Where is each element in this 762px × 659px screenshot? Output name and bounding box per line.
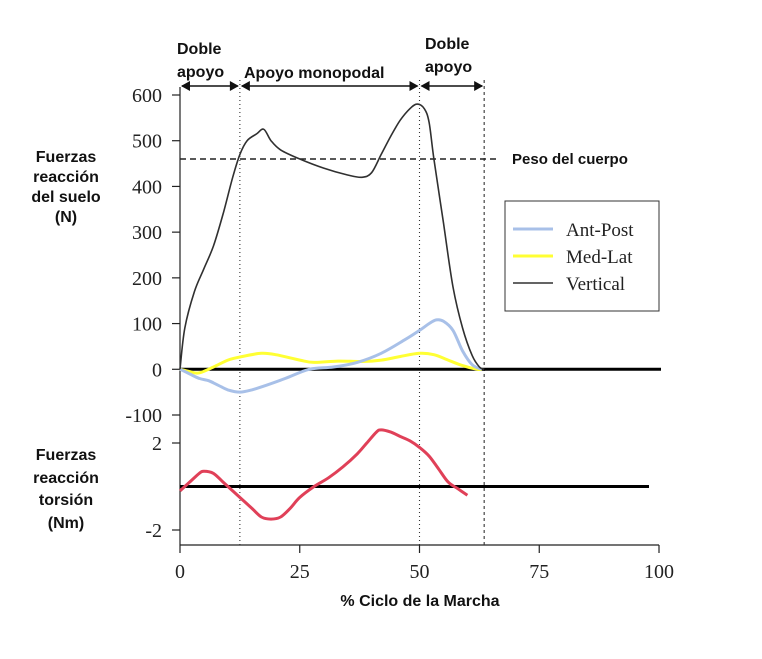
upper-ylabel-line4: (N) (55, 209, 77, 226)
phase-label-doble-apoyo-2-line2: apoyo (425, 59, 472, 76)
phase-arrowhead-left-2 (420, 81, 430, 91)
series-vertical-line (179, 103, 485, 371)
series-med-lat-line (179, 351, 482, 375)
upper-ylabel-line2: reacción (33, 169, 99, 186)
phase-label-doble-apoyo-1-line1: Doble (177, 41, 222, 58)
legend-label-vertical: Vertical (566, 274, 625, 295)
xtick-label-75: 75 (529, 561, 549, 583)
upper-ytick-label-0: 0 (152, 359, 162, 381)
legend-label-ant-post: Ant-Post (566, 220, 634, 241)
upper-ytick-label-200: 200 (132, 268, 162, 290)
phase-arrowhead-right-2 (474, 81, 484, 91)
upper-ytick-label-500: 500 (132, 131, 162, 153)
phase-label-apoyo-monopodal: Apoyo monopodal (244, 65, 384, 82)
series-ant-post-line (179, 318, 483, 394)
upper-ytick-label-100: 100 (132, 314, 162, 336)
phase-lines (239, 80, 485, 545)
x-axis-title: % Ciclo de la Marcha (340, 593, 499, 610)
phase-arrowhead-right-1 (409, 81, 419, 91)
upper-ytick-label-400: 400 (132, 176, 162, 198)
phase-arrowhead-right-0 (229, 81, 239, 91)
phase-arrows (181, 81, 484, 91)
xtick-label-0: 0 (175, 561, 185, 583)
lower-ytick-label-2: 2 (152, 433, 162, 455)
legend-label-med-lat: Med-Lat (566, 247, 633, 268)
upper-ytick-label-600: 600 (132, 85, 162, 107)
series-torsion-line (178, 428, 469, 521)
lower-ylabel-line3: torsión (39, 492, 93, 509)
upper-y-ticks: 600 500 400 300 200 100 0 -100 (125, 85, 180, 427)
lower-y-axis-title: Fuerzas reacción torsión (Nm) (33, 447, 99, 532)
phase-arrowhead-left-0 (181, 81, 190, 91)
lower-ytick-label-2: -2 (145, 520, 162, 542)
x-ticks: 0 25 50 75 100 (175, 545, 674, 583)
xtick-label-100: 100 (644, 561, 674, 583)
upper-y-axis-title: Fuerzas reacción del suelo (N) (31, 149, 101, 226)
xtick-label-50: 50 (410, 561, 430, 583)
phase-label-doble-apoyo-1-line2: apoyo (177, 64, 224, 81)
body-weight-reference-label: Peso del cuerpo (512, 151, 628, 168)
phase-arrowhead-left-1 (240, 81, 250, 91)
lower-ylabel-line1: Fuerzas (36, 447, 97, 464)
lower-ylabel-line4: (Nm) (48, 515, 84, 532)
upper-ylabel-line1: Fuerzas (36, 149, 97, 166)
upper-ytick-label-300: 300 (132, 222, 162, 244)
upper-ylabel-line3: del suelo (31, 189, 101, 206)
phase-label-doble-apoyo-2-line1: Doble (425, 36, 470, 53)
lower-y-ticks: 2 -2 (145, 433, 180, 542)
upper-ytick-label-100: -100 (125, 405, 162, 427)
legend: Ant-Post Med-Lat Vertical (504, 200, 660, 312)
lower-ylabel-line2: reacción (33, 470, 99, 487)
xtick-label-25: 25 (290, 561, 310, 583)
